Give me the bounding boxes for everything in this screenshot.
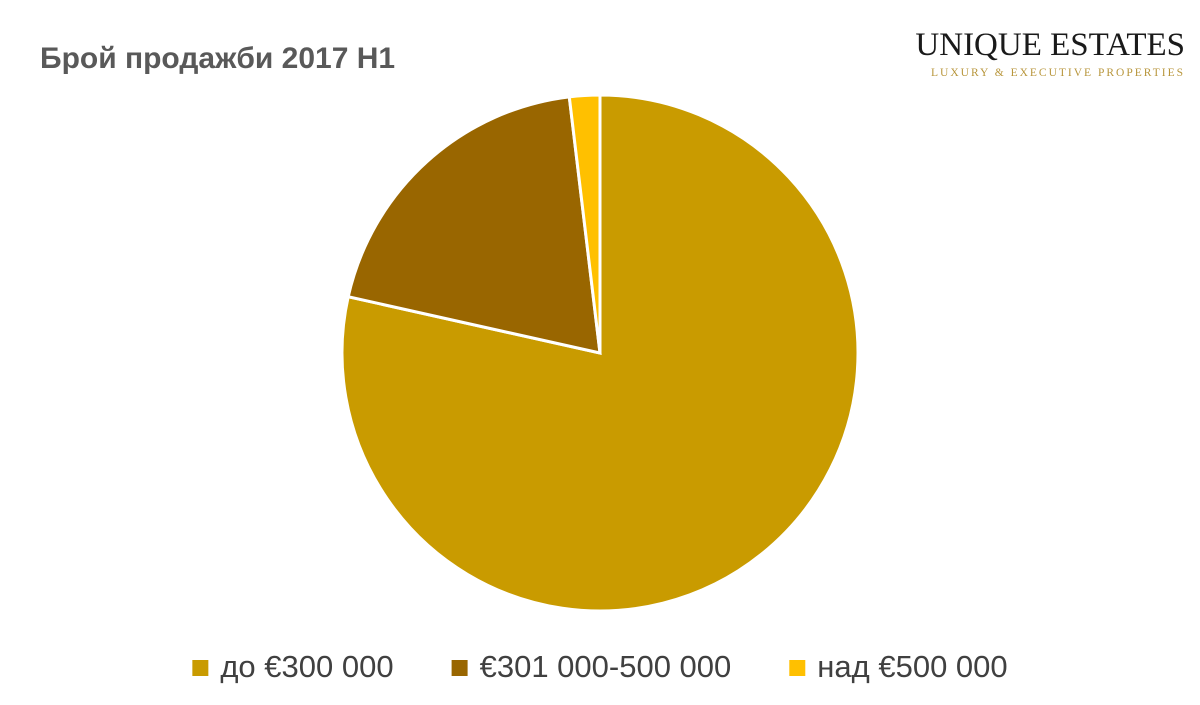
pie-slice: [567, 93, 602, 354]
legend-label: до €300 000: [220, 649, 393, 684]
legend-label: над €500 000: [817, 649, 1007, 684]
legend-label: €301 000-500 000: [480, 649, 732, 684]
legend-swatch: [789, 660, 806, 676]
pie-slice: [346, 95, 602, 355]
logo-name: UNIQUE ESTATES: [915, 27, 1185, 63]
legend-swatch: [192, 660, 209, 676]
logo-tagline: LUXURY & EXECUTIVE PROPERTIES: [931, 67, 1185, 79]
chart-title: Брой продажби 2017 H1: [40, 42, 395, 75]
legend-swatch: [451, 660, 468, 676]
